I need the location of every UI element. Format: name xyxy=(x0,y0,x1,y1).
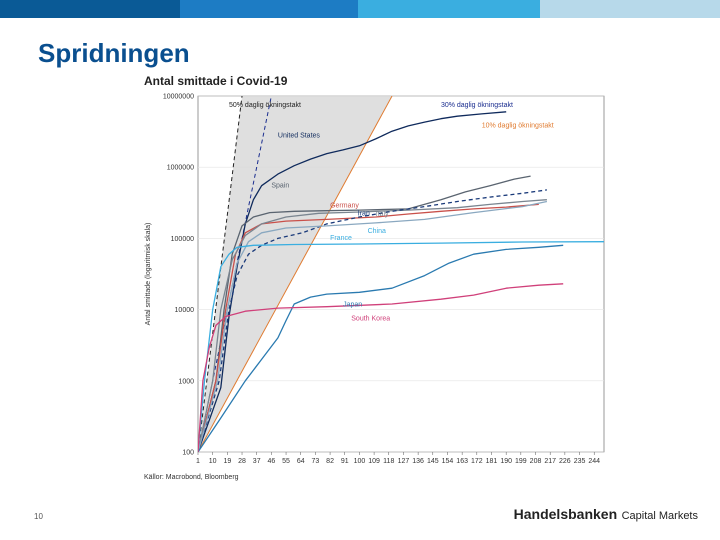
x-tick-label: 1 xyxy=(196,458,200,465)
x-tick-label: 118 xyxy=(383,458,394,465)
covid-log-line-chart: 100 1000 10000 100000 1000000 10000000 1 10 19 28… xyxy=(145,94,605,465)
top-bar-segment xyxy=(180,0,358,18)
slide-title: Spridningen xyxy=(38,38,190,68)
series-line xyxy=(198,283,564,452)
x-tick-label: 55 xyxy=(282,458,290,465)
x-tick-label: 100 xyxy=(354,458,366,465)
x-tick-label: 64 xyxy=(297,458,305,465)
series-label: Japan xyxy=(343,302,362,309)
x-tick-label: 136 xyxy=(412,458,424,465)
series-line xyxy=(198,244,564,452)
x-tick-label: 127 xyxy=(398,458,410,465)
x-tick-label: 28 xyxy=(238,458,246,465)
series-label: 30% daglig ökningstakt xyxy=(441,102,513,109)
x-tick-label: 244 xyxy=(588,458,600,465)
series-label: China xyxy=(368,228,386,235)
reference-line xyxy=(198,96,393,452)
x-tick-label: 109 xyxy=(368,458,380,465)
top-bar-segment xyxy=(358,0,540,18)
x-tick-label: 73 xyxy=(311,458,319,465)
series-line xyxy=(198,200,548,452)
x-tick-label: 163 xyxy=(456,458,468,465)
x-tick-label: 190 xyxy=(500,458,512,465)
x-tick-label: 172 xyxy=(471,458,483,465)
x-tick-label: 208 xyxy=(530,458,542,465)
brand-sub: Capital Markets xyxy=(621,510,698,522)
series-label: Germany xyxy=(330,203,359,210)
reference-line xyxy=(198,96,243,452)
brand-main: Handelsbanken xyxy=(513,506,618,522)
top-bar-segment xyxy=(540,0,720,18)
series-label: South Korea xyxy=(351,316,390,323)
y-tick-label: 1000 xyxy=(178,378,194,385)
top-bar-segment xyxy=(0,0,180,18)
x-tick-label: 181 xyxy=(486,458,498,465)
series-label: United States xyxy=(278,133,321,140)
x-tick-label: 154 xyxy=(442,458,454,465)
series-line xyxy=(198,189,547,452)
series-label: Spain xyxy=(271,182,289,189)
series-label: Italy xyxy=(376,211,389,218)
y-tick-label: 10000000 xyxy=(163,94,194,101)
y-axis-title: Antal smittade (logaritmisk skala) xyxy=(145,223,152,326)
series-line xyxy=(198,203,539,452)
reference-line xyxy=(198,96,272,452)
x-tick-label: 19 xyxy=(223,458,231,465)
series-line xyxy=(198,199,547,452)
page-number: 10 xyxy=(34,512,43,521)
x-tick-label: 145 xyxy=(427,458,439,465)
series-line xyxy=(198,241,604,452)
brand-logo: Handelsbanken Capital Markets xyxy=(514,506,698,524)
x-tick-label: 235 xyxy=(574,458,586,465)
x-tick-label: 10 xyxy=(209,458,217,465)
top-color-bar xyxy=(0,0,720,18)
series-label: France xyxy=(330,235,352,242)
series-line xyxy=(198,175,531,452)
y-tick-label: 100000 xyxy=(171,236,194,243)
x-tick-label: 46 xyxy=(267,458,275,465)
x-tick-label: 82 xyxy=(326,458,334,465)
series-label: Iran xyxy=(358,210,370,217)
chart-source: Källor: Macrobond, Bloomberg xyxy=(144,474,239,481)
x-tick-label: 37 xyxy=(253,458,261,465)
y-tick-label: 1000000 xyxy=(167,165,194,172)
x-tick-label: 217 xyxy=(544,458,556,465)
series-label: 10% daglig ökningstakt xyxy=(482,123,554,130)
chart-title: Antal smittade i Covid-19 xyxy=(144,74,288,88)
y-tick-label: 100 xyxy=(182,450,194,457)
y-tick-label: 10000 xyxy=(175,307,195,314)
x-tick-label: 226 xyxy=(559,458,571,465)
x-tick-label: 91 xyxy=(341,458,349,465)
series-line xyxy=(198,111,507,452)
series-label: 50% daglig ökningstakt xyxy=(229,102,301,109)
x-tick-label: 199 xyxy=(515,458,527,465)
